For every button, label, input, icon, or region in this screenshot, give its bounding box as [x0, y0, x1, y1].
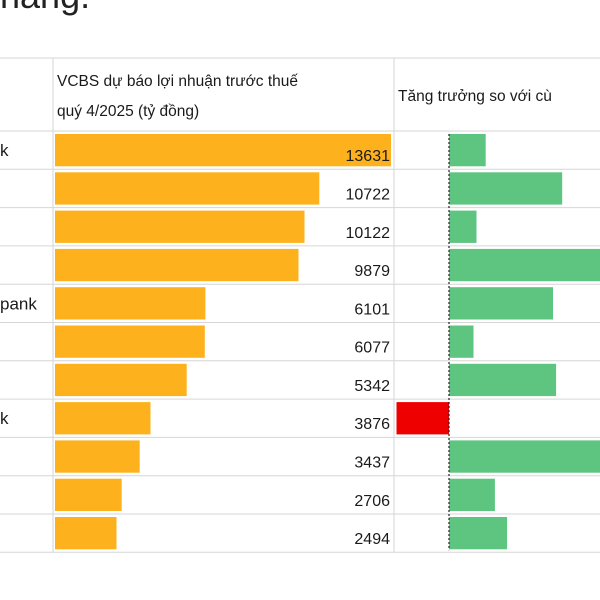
profit-value-label: 9879: [354, 263, 390, 280]
growth-bar-negative: [396, 402, 449, 435]
growth-bar-positive: [449, 440, 600, 473]
profit-value-label: 5342: [354, 378, 390, 395]
profit-bar: [55, 210, 305, 243]
profit-value-label: 3437: [354, 455, 390, 472]
category-label: pank: [0, 294, 37, 313]
profit-bar: [55, 402, 151, 435]
profit-bar: [55, 134, 391, 167]
profit-value-label: 2494: [354, 531, 390, 548]
profit-value-label: 10722: [346, 187, 391, 204]
growth-bar-positive: [449, 517, 508, 550]
table-grid: [0, 57, 600, 553]
growth-bar-positive: [449, 363, 557, 397]
page-title-fragment: nàng.: [0, 0, 90, 18]
category-label: k: [0, 409, 9, 428]
growth-bar-positive: [449, 287, 553, 320]
profit-value-label: 3876: [354, 416, 390, 433]
profit-value-label: 6101: [354, 301, 390, 318]
category-label: k: [0, 141, 9, 160]
profit-value-label: 10122: [346, 225, 391, 242]
profit-bar: [55, 440, 140, 473]
profit-bar: [55, 248, 299, 282]
profit-value-label: 13631: [346, 148, 391, 165]
profit-bar: [55, 325, 205, 358]
growth-bar-positive: [449, 325, 474, 358]
profit-header-line-1: VCBS dự báo lợi nhuận trước thuế: [57, 73, 298, 90]
profit-bar: [55, 172, 320, 205]
growth-bar-positive: [449, 134, 486, 167]
profit-bar: [55, 517, 117, 550]
profit-bars: 13631 10722 10122 9879 6101 6077 5342 3876 3437 2…: [55, 134, 391, 550]
category-labels: k pank k: [0, 141, 37, 428]
growth-header: Tăng trưởng so với cù: [398, 88, 552, 105]
column-headers: VCBS dự báo lợi nhuận trước thuế quý 4/2…: [57, 73, 552, 120]
growth-bar-positive: [449, 248, 600, 282]
profit-bar: [55, 287, 206, 320]
profit-value-label: 6077: [354, 340, 390, 357]
growth-bar-positive: [449, 210, 477, 243]
profit-bar: [55, 478, 122, 511]
growth-bar-positive: [449, 478, 495, 511]
growth-bars: [396, 134, 600, 551]
profit-header-line-2: quý 4/2025 (tỷ đồng): [57, 103, 199, 120]
growth-bar-positive: [449, 172, 563, 205]
profit-value-label: 2706: [354, 493, 390, 510]
profit-bar: [55, 363, 187, 397]
